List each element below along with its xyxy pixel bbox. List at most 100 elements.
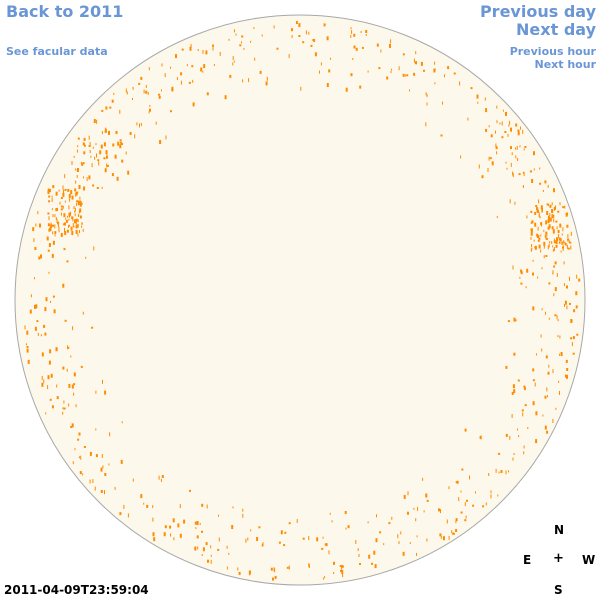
facula-mark bbox=[26, 346, 29, 348]
facula-mark bbox=[545, 222, 547, 225]
facula-mark bbox=[533, 151, 535, 156]
facula-mark bbox=[291, 28, 293, 32]
facula-mark bbox=[138, 82, 141, 85]
facula-mark bbox=[171, 88, 174, 92]
facula-mark bbox=[80, 202, 83, 205]
facula-mark bbox=[563, 283, 565, 287]
facula-mark bbox=[520, 282, 523, 285]
facula-mark bbox=[201, 554, 203, 556]
facula-mark bbox=[489, 157, 492, 160]
facula-mark bbox=[549, 217, 552, 222]
facula-mark bbox=[352, 58, 354, 60]
facula-mark bbox=[44, 332, 47, 336]
facula-mark bbox=[202, 70, 204, 73]
facula-mark bbox=[367, 521, 369, 524]
facula-mark bbox=[546, 430, 549, 434]
facula-mark bbox=[560, 352, 563, 357]
facula-mark bbox=[533, 168, 535, 171]
facula-mark bbox=[191, 65, 194, 68]
facula-mark bbox=[328, 69, 331, 73]
facula-mark bbox=[104, 390, 107, 395]
facula-mark bbox=[558, 241, 560, 244]
back-to-year-link[interactable]: Back to 2011 bbox=[6, 2, 124, 21]
facula-mark bbox=[560, 250, 562, 253]
facula-mark bbox=[555, 205, 557, 210]
facula-mark bbox=[81, 162, 84, 166]
facula-mark bbox=[69, 215, 70, 218]
facula-mark bbox=[539, 182, 542, 185]
previous-hour-link[interactable]: Previous hour bbox=[509, 45, 596, 58]
facula-mark bbox=[117, 141, 120, 146]
facula-mark bbox=[339, 565, 342, 567]
see-facular-data-link[interactable]: See facular data bbox=[6, 45, 108, 58]
facula-mark bbox=[56, 396, 59, 400]
facula-mark bbox=[72, 217, 74, 222]
facula-mark bbox=[188, 81, 191, 84]
facula-mark bbox=[63, 194, 65, 197]
facula-mark bbox=[234, 29, 235, 33]
facula-mark bbox=[545, 311, 546, 315]
facula-mark bbox=[119, 141, 122, 144]
facula-mark bbox=[100, 144, 103, 149]
facula-mark bbox=[374, 564, 377, 569]
facula-mark bbox=[82, 142, 85, 146]
next-hour-link[interactable]: Next hour bbox=[534, 58, 597, 71]
facula-mark bbox=[566, 305, 568, 310]
facula-mark bbox=[253, 27, 255, 30]
facula-mark bbox=[52, 295, 55, 298]
facula-mark bbox=[68, 218, 70, 221]
facula-mark bbox=[224, 95, 227, 100]
facula-mark bbox=[58, 189, 60, 192]
facula-mark bbox=[147, 91, 149, 95]
facula-mark bbox=[48, 195, 51, 198]
facula-mark bbox=[517, 428, 518, 431]
facula-mark bbox=[192, 102, 195, 107]
facula-mark bbox=[537, 239, 540, 242]
facula-mark bbox=[559, 390, 560, 395]
facula-mark bbox=[127, 513, 129, 518]
facula-mark bbox=[545, 235, 547, 240]
facula-mark bbox=[567, 247, 570, 250]
facula-mark bbox=[242, 79, 244, 83]
facula-mark bbox=[270, 567, 273, 571]
facula-mark bbox=[256, 537, 259, 541]
previous-day-link[interactable]: Previous day bbox=[479, 2, 596, 21]
facula-mark bbox=[506, 167, 508, 170]
facula-mark bbox=[534, 211, 537, 215]
facula-mark bbox=[34, 326, 37, 331]
facula-mark bbox=[77, 168, 79, 172]
facula-mark bbox=[262, 542, 264, 547]
facula-mark bbox=[68, 403, 70, 407]
facula-mark bbox=[75, 168, 77, 171]
facula-mark bbox=[75, 404, 77, 408]
facula-mark bbox=[205, 542, 208, 546]
facula-mark bbox=[170, 110, 172, 113]
facula-mark bbox=[47, 190, 50, 194]
facula-mark bbox=[158, 475, 160, 480]
facula-mark bbox=[96, 187, 99, 189]
facula-mark bbox=[452, 532, 455, 535]
next-day-link[interactable]: Next day bbox=[516, 20, 596, 39]
facula-mark bbox=[439, 533, 442, 537]
facula-mark bbox=[64, 189, 67, 191]
facula-mark bbox=[152, 532, 155, 537]
facula-mark bbox=[365, 34, 367, 36]
facula-mark bbox=[83, 144, 86, 147]
facula-mark bbox=[72, 461, 74, 465]
facula-mark bbox=[365, 30, 368, 33]
facula-mark bbox=[60, 197, 63, 199]
facula-mark bbox=[163, 532, 166, 537]
facula-mark bbox=[140, 494, 143, 499]
facula-mark bbox=[333, 561, 335, 565]
facula-mark bbox=[226, 566, 228, 570]
facula-mark bbox=[553, 238, 555, 242]
facula-mark bbox=[85, 256, 87, 259]
facula-mark bbox=[101, 109, 104, 112]
facula-mark bbox=[232, 56, 234, 61]
facula-mark bbox=[508, 470, 509, 473]
facula-mark bbox=[62, 411, 64, 415]
facula-mark bbox=[472, 504, 475, 507]
facula-mark bbox=[65, 219, 68, 223]
facula-mark bbox=[491, 161, 494, 166]
